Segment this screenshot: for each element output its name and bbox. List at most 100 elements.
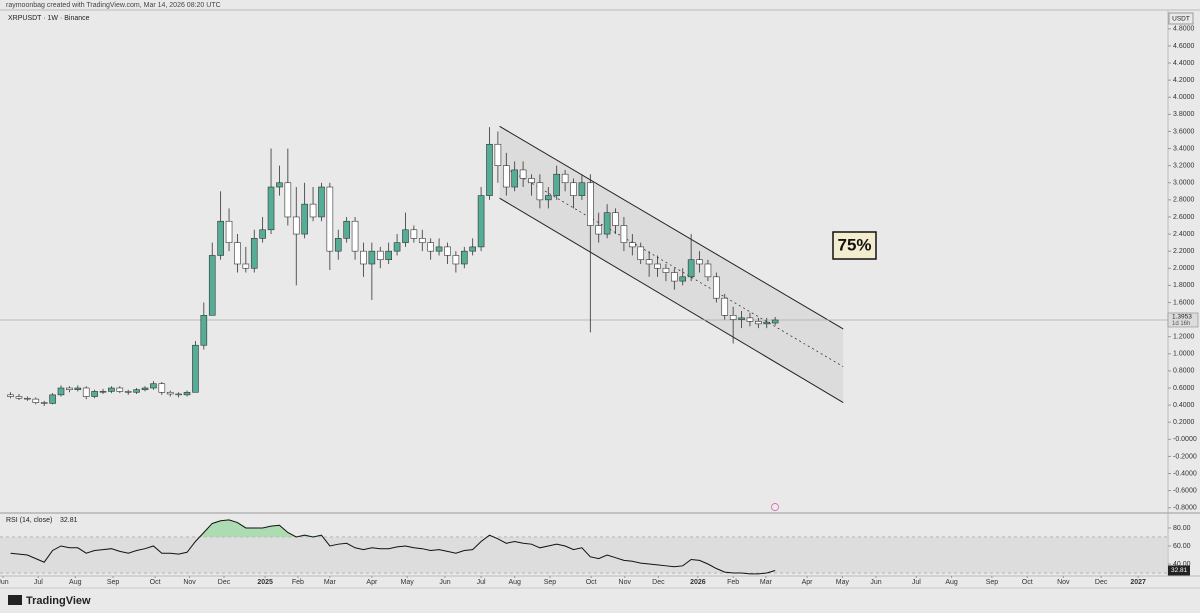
candle-body <box>192 344 199 393</box>
candle-body <box>351 220 359 252</box>
y-tick-label: 2.4000 <box>1173 231 1195 238</box>
x-tick-label: Aug <box>945 579 958 586</box>
symbol-title: XRPUSDT · 1W · Binance <box>8 15 90 22</box>
annotation-box <box>832 231 877 260</box>
candle-body <box>183 391 191 396</box>
x-tick-label: Jun <box>439 579 450 586</box>
y-tick-label: -0.6000 <box>1173 487 1197 494</box>
candle-body <box>721 297 729 316</box>
x-tick-label: Jul <box>34 579 43 586</box>
candle-body <box>393 242 401 252</box>
candle-body <box>376 250 384 261</box>
currency-box <box>1168 12 1194 25</box>
candle-body <box>225 220 233 243</box>
candle-body <box>713 276 720 299</box>
candle-body <box>771 319 779 324</box>
candle-body <box>234 242 241 265</box>
candle-body <box>729 315 737 320</box>
y-tick-label: 1.6000 <box>1173 299 1195 306</box>
rsi-title: RSI (14, close) <box>6 517 52 524</box>
candle-body <box>267 186 275 231</box>
channel-fill <box>499 126 844 403</box>
candle-body <box>629 242 636 248</box>
channel-upper <box>499 125 844 330</box>
candle-body <box>502 165 510 188</box>
channel-middle <box>510 170 844 367</box>
x-tick-label: Nov <box>619 579 632 586</box>
x-tick-label: Nov <box>1057 579 1070 586</box>
candle-body <box>116 387 124 392</box>
candle-body <box>385 250 392 261</box>
x-tick-label: Apr <box>366 579 378 586</box>
x-tick-label: Oct <box>150 579 161 586</box>
candle-body <box>654 263 661 269</box>
candle-body <box>24 397 31 400</box>
y-tick-label: 0.6000 <box>1173 385 1195 392</box>
candle-body <box>435 246 443 252</box>
rsi-line <box>10 519 776 575</box>
candle-body <box>124 391 132 393</box>
candle-body <box>671 272 678 282</box>
x-tick-label: Apr <box>802 579 814 586</box>
candle-body <box>326 186 334 252</box>
logo-icon <box>8 595 22 605</box>
y-tick-label: -0.2000 <box>1173 453 1197 460</box>
x-tick-label: Jul <box>477 579 486 586</box>
y-tick-label: 4.2000 <box>1173 77 1195 84</box>
candle-body <box>679 276 687 282</box>
x-tick-label: Oct <box>586 579 597 586</box>
candle-body <box>402 229 409 243</box>
candle-body <box>99 391 107 393</box>
candle-body <box>57 387 65 396</box>
candle-body <box>276 182 283 188</box>
logo[interactable]: TradingView <box>26 595 91 607</box>
rsi-tick-label: 60.00 <box>1173 543 1191 550</box>
candle-body <box>460 250 468 265</box>
candle-body <box>469 246 476 252</box>
y-tick-label: 3.0000 <box>1173 180 1195 187</box>
candle-body <box>444 246 451 256</box>
y-tick-label: 0.4000 <box>1173 402 1195 409</box>
y-tick-label: 3.8000 <box>1173 111 1195 118</box>
candle-body <box>645 259 653 265</box>
candle-body <box>587 182 594 226</box>
x-tick-label: Oct <box>1022 579 1033 586</box>
candle-body <box>175 393 182 396</box>
y-tick-label: 2.2000 <box>1173 248 1195 255</box>
rsi-tick-label: 80.00 <box>1173 525 1191 532</box>
event-icon[interactable] <box>771 503 779 511</box>
rsi-band <box>0 536 1168 574</box>
candle-body <box>696 259 703 265</box>
x-tick-label: Feb <box>727 579 739 586</box>
candle-body <box>452 255 460 265</box>
candle-body <box>32 398 40 403</box>
candle-body <box>242 263 250 269</box>
candle-body <box>292 216 300 235</box>
x-tick-label: May <box>401 579 415 586</box>
y-tick-label: 3.2000 <box>1173 162 1195 169</box>
x-tick-label: Feb <box>292 579 304 586</box>
y-tick-label: -0.8000 <box>1173 505 1197 512</box>
x-tick-label: Aug <box>508 579 521 586</box>
candle-body <box>259 229 266 239</box>
y-tick-label: 2.8000 <box>1173 197 1195 204</box>
x-tick-label: Sep <box>986 579 999 586</box>
y-tick-label: -0.0000 <box>1173 436 1197 443</box>
candle-body <box>662 267 670 273</box>
candle-body <box>49 394 56 404</box>
y-tick-label: 2.0000 <box>1173 265 1195 272</box>
x-tick-label: Sep <box>107 579 120 586</box>
rsi-overbought-fill <box>199 519 494 537</box>
candle-body <box>7 394 14 397</box>
candle-body <box>343 220 350 239</box>
candle-body <box>528 178 535 184</box>
candle-body <box>250 238 258 269</box>
x-tick-label: 2027 <box>1130 579 1146 586</box>
candle-body <box>519 169 527 179</box>
candle-body <box>208 255 216 316</box>
x-tick-label: Mar <box>324 579 337 586</box>
candle-body <box>82 387 90 397</box>
currency[interactable]: USDT <box>1172 16 1190 23</box>
candle-body <box>74 387 82 391</box>
candle-body <box>511 169 518 188</box>
